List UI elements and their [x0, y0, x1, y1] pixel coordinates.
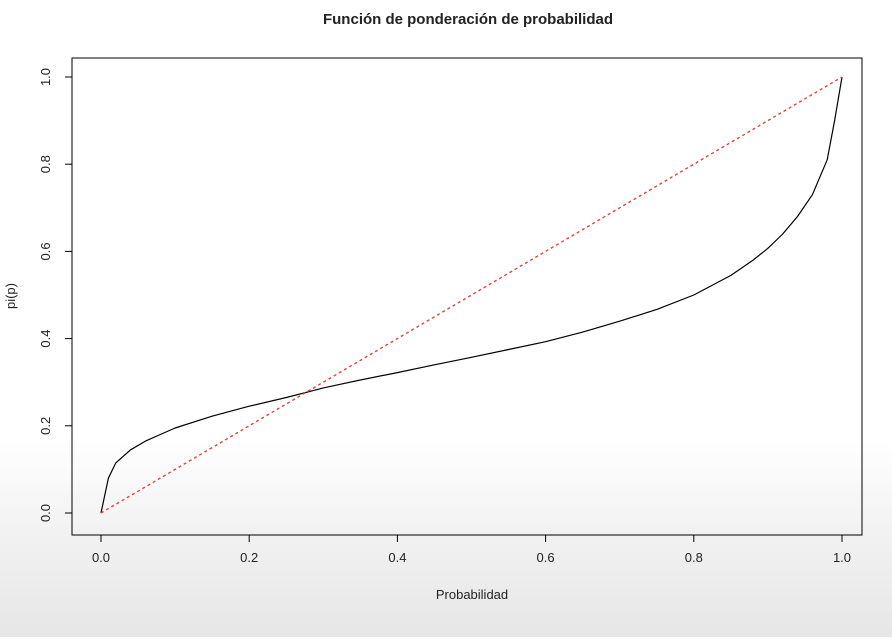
x-tick-label: 0.4: [388, 550, 406, 565]
x-axis: 0.0 0.2 0.4 0.6 0.8 1.0: [92, 534, 851, 565]
x-axis-label: Probabilidad: [436, 587, 508, 602]
y-tick-label: 0.4: [38, 330, 53, 348]
reference-diagonal-line: [100, 76, 843, 514]
y-tick-label: 1.0: [38, 68, 53, 86]
y-axis: 0.0 0.2 0.4 0.6 0.8 1.0: [38, 68, 73, 522]
y-axis-label: pi(p): [3, 283, 18, 309]
y-tick-label: 0.8: [38, 155, 53, 173]
x-tick-label: 1.0: [833, 550, 851, 565]
x-tick-label: 0.2: [240, 550, 258, 565]
y-tick-label: 0.0: [38, 504, 53, 522]
y-tick-label: 0.6: [38, 242, 53, 260]
probability-weighting-curve: [100, 76, 843, 514]
plot-frame: [71, 57, 863, 536]
series-layer: [100, 76, 843, 514]
x-tick-label: 0.6: [537, 550, 555, 565]
chart-title: Función de ponderación de probabilidad: [323, 11, 613, 28]
x-tick-label: 0.8: [685, 550, 703, 565]
y-tick-label: 0.2: [38, 417, 53, 435]
x-tick-label: 0.0: [92, 550, 110, 565]
